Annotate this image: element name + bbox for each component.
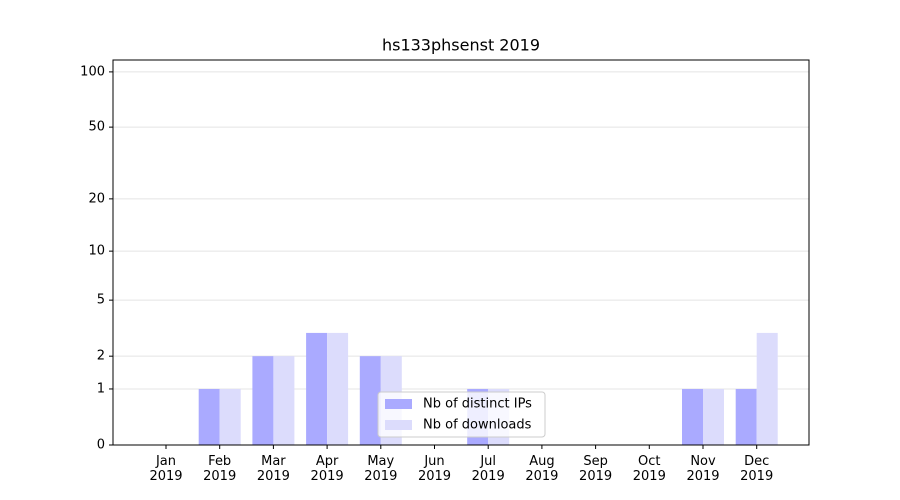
legend-label: Nb of downloads [423, 418, 532, 433]
x-tick-label: Jan 2019 [149, 454, 183, 484]
legend-swatch [385, 420, 412, 430]
bar [756, 332, 778, 445]
legend-box [377, 391, 546, 438]
x-tick-label: Oct 2019 [632, 454, 666, 484]
x-tick-label: Jul 2019 [471, 454, 505, 484]
bar [273, 356, 295, 445]
y-tick-label: 0 [97, 438, 105, 453]
y-tick-label: 5 [97, 293, 105, 308]
bar [703, 388, 724, 445]
bar [198, 388, 220, 445]
bar [327, 332, 349, 445]
y-tick-label: 100 [80, 64, 105, 79]
y-tick-label: 50 [88, 120, 105, 135]
bar [306, 332, 328, 445]
plot-frame [112, 59, 810, 446]
x-tick-label: Apr 2019 [310, 454, 344, 484]
y-tick-label: 10 [88, 244, 105, 259]
y-tick-label: 20 [88, 191, 105, 206]
legend-label: Nb of distinct IPs [423, 397, 532, 412]
y-tick-label: 1 [97, 381, 105, 396]
x-tick-label: Sep 2019 [579, 454, 613, 484]
bar [735, 388, 757, 445]
chart-title: hs133phsenst 2019 [382, 36, 540, 55]
x-tick-label: Dec 2019 [740, 454, 774, 484]
x-tick-label: Aug 2019 [525, 454, 559, 484]
x-tick-label: Mar 2019 [256, 454, 290, 484]
x-tick-label: May 2019 [364, 454, 398, 484]
bar [252, 356, 274, 445]
bar [359, 356, 381, 445]
y-tick-label: 2 [97, 349, 105, 364]
bar [682, 388, 703, 445]
x-tick-label: Jun 2019 [417, 454, 452, 484]
bar [219, 388, 241, 445]
x-tick-label: Nov 2019 [686, 454, 720, 484]
legend-swatch [385, 399, 412, 409]
legend: Nb of distinct IPs Nb of downloads [377, 391, 546, 438]
x-tick-label: Feb 2019 [203, 454, 237, 484]
